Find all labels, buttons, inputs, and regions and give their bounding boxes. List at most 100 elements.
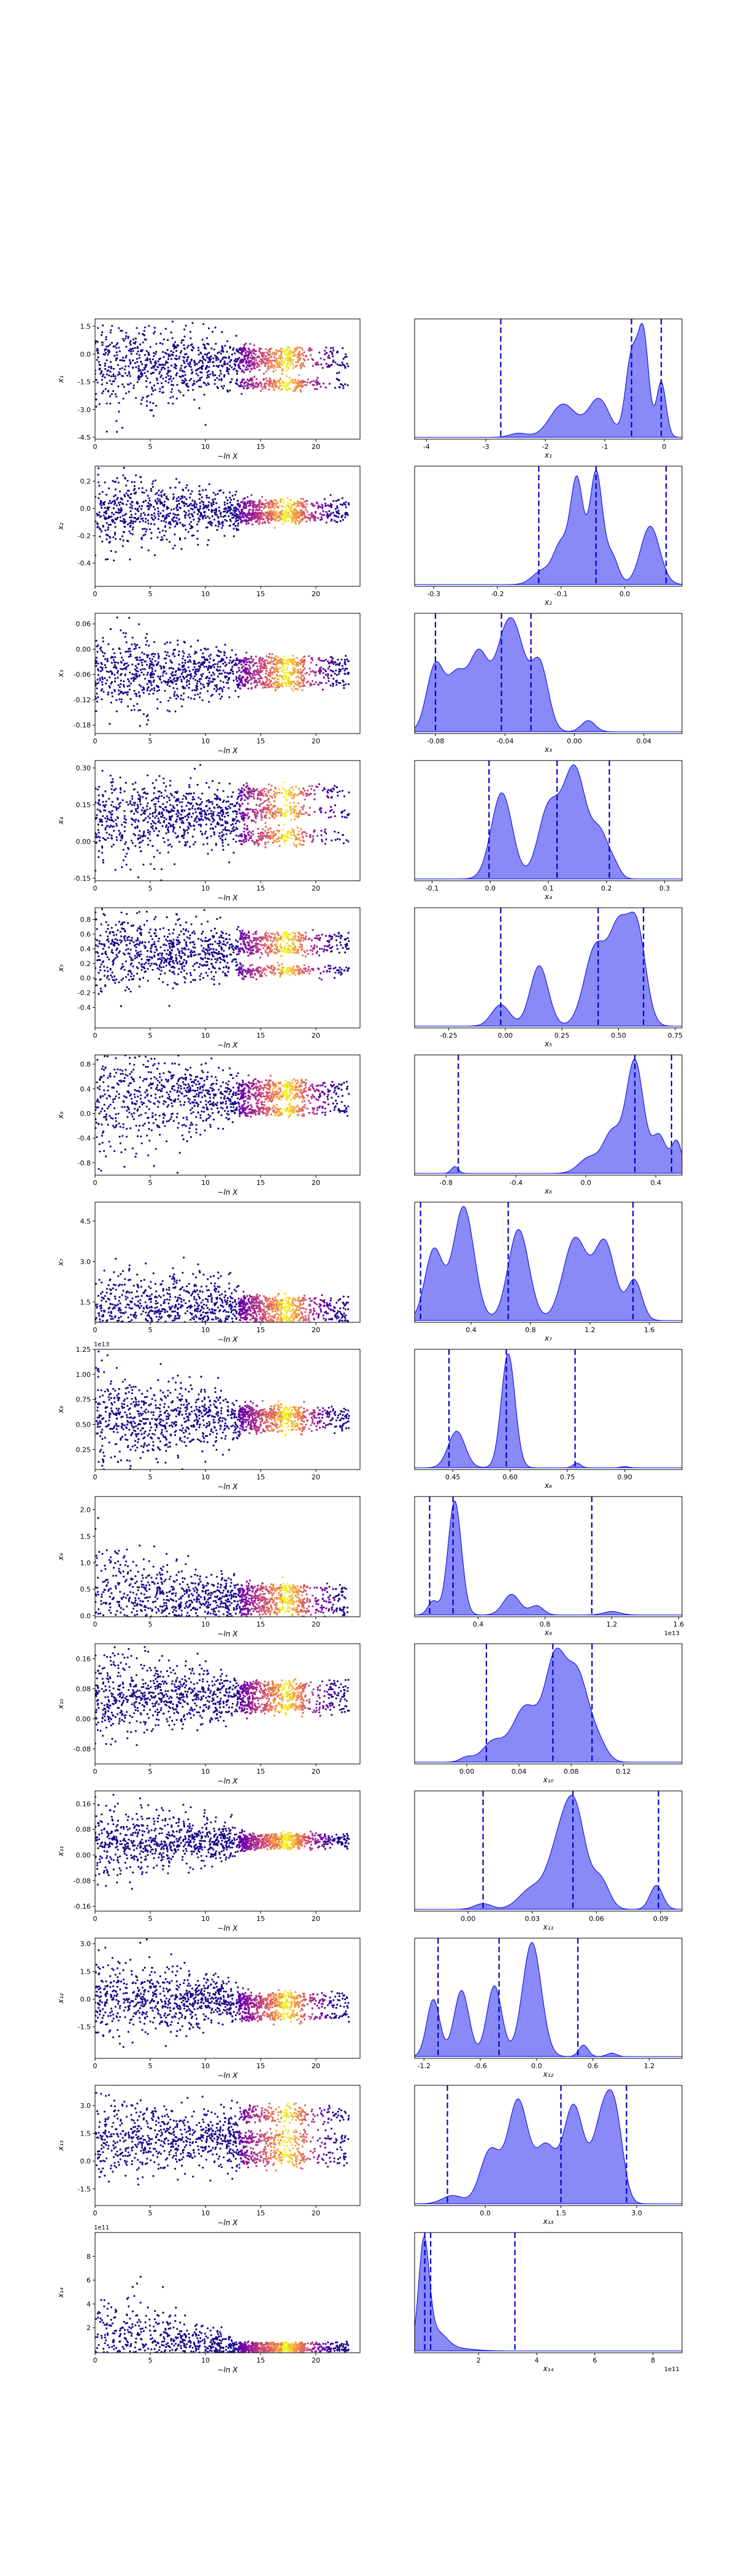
scatter-point [190,645,192,648]
scatter-point [340,383,343,386]
scatter-point [239,359,242,362]
scatter-point [302,504,305,506]
scatter-axes-x3 [94,613,361,734]
scatter-point [280,670,283,673]
scatter-point [119,538,121,540]
scatter-point [302,355,305,357]
scatter-point [150,673,152,675]
scatter-point [105,402,108,405]
scatter-point [107,274,109,276]
scatter-point [117,512,119,514]
scatter-point [266,684,269,686]
scatter-point [200,688,202,690]
scatter-point [299,388,302,391]
scatter-point [161,539,164,541]
scatter-point [327,356,329,359]
scatter-point [178,507,181,509]
scatter-point [283,348,285,350]
scatter-point [259,518,263,520]
scatter-point [145,531,147,533]
scatter-point [120,510,123,512]
scatter-point [206,682,209,684]
scatter-point [235,517,237,520]
scatter-point [201,371,203,374]
scatter-point [95,393,97,395]
scatter-point [101,683,104,686]
scatter-point [222,801,224,803]
scatter-point [144,660,146,662]
scatter-point [120,683,122,686]
scatter-point [268,367,270,370]
scatter-point [134,488,136,490]
scatter-point [137,663,139,665]
scatter-point [153,326,156,329]
scatter-point [191,515,194,518]
scatter-point [299,391,302,393]
scatter-point [184,516,186,519]
scatter-point [98,832,100,834]
scatter-point [153,679,155,681]
scatter-point [310,354,312,356]
scatter-point [199,359,202,362]
scatter-point [300,384,302,386]
scatter-point [223,504,226,506]
scatter-point [256,355,259,358]
scatter-point [129,375,131,377]
scatter-point [101,688,104,691]
scatter-point [123,518,125,520]
scatter-point [180,805,183,808]
scatter-point [214,497,217,500]
scatter-point [231,366,233,369]
scatter-point [190,697,193,700]
scatter-point [159,388,161,390]
scatter-point [236,380,238,382]
scatter-point [144,527,146,530]
scatter-point [239,361,241,364]
scatter-point [251,660,254,662]
scatter-point [236,350,239,353]
scatter-point [237,795,239,799]
scatter-point [174,533,176,536]
scatter-point [229,659,231,662]
scatter-point [257,678,259,680]
y-tick-label: -0.18 [74,721,91,729]
scatter-point [97,681,99,684]
scatter-point [341,665,343,667]
scatter-point [220,513,222,515]
scatter-point [272,835,275,838]
scatter-point [285,669,288,671]
scatter-point [295,683,297,686]
scatter-point [100,515,102,518]
scatter-point [188,653,190,656]
scatter-point [95,520,97,523]
scatter-point [329,810,332,813]
scatter-point [332,349,335,351]
scatter-point [134,808,137,810]
scatter-point [101,383,103,386]
scatter-point [299,382,302,385]
scatter-point [140,671,143,674]
scatter-point [250,672,252,675]
scatter-point [347,673,350,675]
scatter-point [180,678,183,681]
scatter-point [121,515,124,517]
scatter-point [151,483,154,485]
scatter-point [111,512,113,514]
scatter-point [266,512,268,515]
scatter-point [128,648,130,650]
scatter-point [338,364,341,367]
scatter-point [196,513,199,515]
scatter-point [274,364,276,366]
scatter-point [232,670,234,673]
scatter-point [309,381,312,384]
scatter-point [115,359,117,361]
scatter-point [282,829,285,831]
scatter-point [240,510,243,513]
scatter-point [152,415,155,417]
scatter-point [299,840,302,842]
scatter-point [326,513,329,516]
scatter-point [234,829,236,831]
scatter-point [245,840,247,843]
scatter-point [204,382,206,385]
scatter-point [262,666,264,669]
